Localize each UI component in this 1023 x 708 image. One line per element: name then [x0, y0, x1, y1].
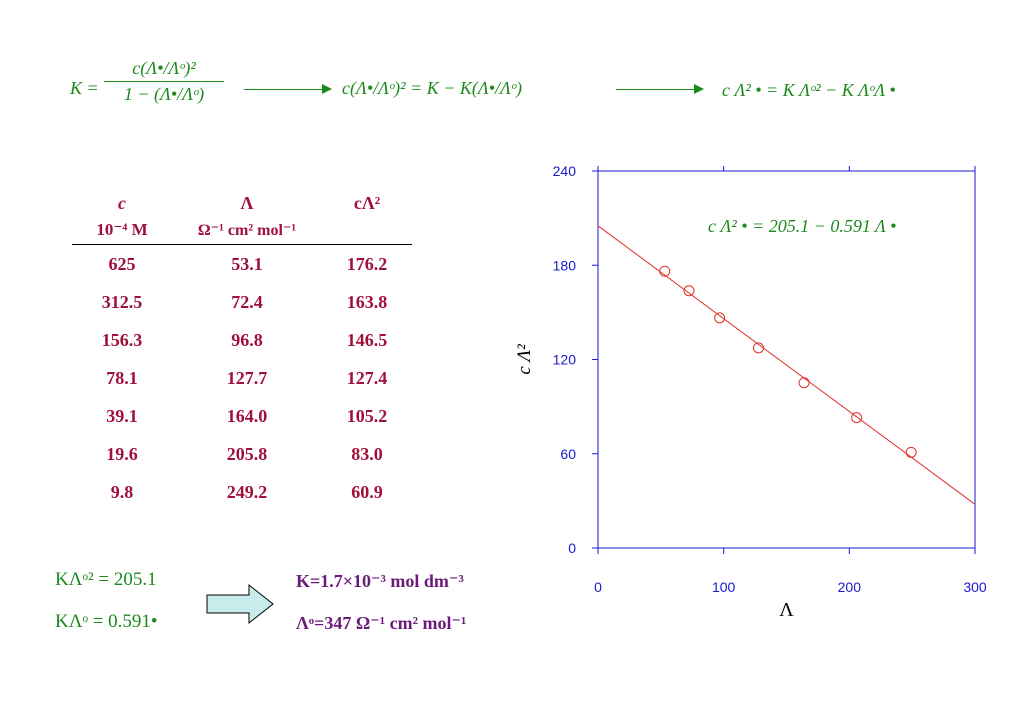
table-header-symbols: c Λ cΛ²	[72, 190, 412, 216]
cell-c-lambda-sq: 146.5	[346, 329, 388, 350]
result-lambda-0: Λᵒ=347 Ω⁻¹ cm² mol⁻¹	[296, 613, 467, 633]
table-header-units: 10⁻⁴ M Ω⁻¹ cm² mol⁻¹	[72, 216, 412, 245]
y-tick-label: 180	[553, 257, 577, 273]
equation-1-denominator: 1 − (Λ•/Λᵒ)	[123, 84, 205, 104]
cell-c: 625	[108, 253, 136, 274]
data-point	[752, 342, 764, 354]
header-c-lambda-sq: cΛ²	[353, 192, 381, 213]
arrow-1-line	[244, 89, 324, 90]
data-point	[905, 446, 917, 458]
table-row: 625 53.1 176.2	[72, 245, 412, 284]
unit-c-lambda-sq	[322, 216, 412, 245]
y-tick-label: 60	[560, 446, 576, 462]
arrow-1-head	[322, 84, 332, 94]
table-row: 78.1 127.7 127.4	[72, 359, 412, 397]
block-arrow-icon	[206, 583, 274, 625]
unit-lambda: Ω⁻¹ cm² mol⁻¹	[197, 222, 297, 239]
table-row: 39.1 164.0 105.2	[72, 397, 412, 435]
cell-lambda: 205.8	[226, 443, 268, 464]
data-point	[798, 377, 810, 389]
equation-1-fraction: c(Λ•/Λᵒ)² 1 − (Λ•/Λᵒ)	[104, 58, 224, 105]
y-tick-label: 240	[553, 163, 577, 179]
equation-3: c Λ² • = K Λᵒ² − K ΛᵒΛ •	[722, 80, 896, 100]
cell-lambda: 127.7	[226, 367, 268, 388]
cell-c-lambda-sq: 60.9	[351, 481, 383, 502]
cell-c: 78.1	[106, 367, 138, 388]
table-row: 19.6 205.8 83.0	[72, 435, 412, 473]
fit-result-2: KΛᵒ = 0.591•	[55, 611, 158, 632]
data-point	[714, 312, 726, 324]
y-tick-label: 120	[553, 352, 577, 368]
equation-1-lhs: K =	[70, 78, 99, 98]
x-tick-label: 300	[963, 579, 987, 595]
y-tick-label: 0	[568, 540, 576, 556]
cell-c: 39.1	[106, 405, 138, 426]
data-point	[851, 412, 863, 424]
x-tick-label: 100	[712, 579, 736, 595]
cell-c: 19.6	[106, 443, 138, 464]
cell-c-lambda-sq: 83.0	[351, 443, 383, 464]
x-axis-label: Λ	[779, 599, 794, 621]
y-axis-label: c Λ²	[514, 344, 535, 375]
arrow-2-head	[694, 84, 704, 94]
cell-c: 9.8	[110, 481, 134, 502]
header-lambda: Λ	[240, 192, 254, 213]
header-c: c	[118, 192, 126, 213]
table-row: 9.8 249.2 60.9	[72, 473, 412, 511]
plot-frame	[597, 170, 976, 549]
x-tick-label: 0	[594, 579, 602, 595]
equation-1-numerator: c(Λ•/Λᵒ)²	[132, 58, 196, 78]
fit-equation-annotation: c Λ² • = 205.1 − 0.591 Λ •	[708, 216, 896, 236]
cell-lambda: 72.4	[231, 291, 263, 312]
fit-line	[597, 225, 976, 505]
data-table: c Λ cΛ² 10⁻⁴ M Ω⁻¹ cm² mol⁻¹ 625 53.1 176.…	[72, 190, 412, 511]
fraction-bar	[104, 81, 224, 82]
fit-result-1: KΛᵒ² = 205.1	[55, 569, 157, 590]
table-row: 312.5 72.4 163.8	[72, 283, 412, 321]
arrow-2-line	[616, 89, 696, 90]
unit-c: 10⁻⁴ M	[96, 220, 148, 239]
cell-c: 312.5	[101, 291, 143, 312]
x-tick-label: 200	[838, 579, 862, 595]
cell-c-lambda-sq: 176.2	[346, 253, 388, 274]
cell-lambda: 164.0	[226, 405, 268, 426]
table-row: 156.3 96.8 146.5	[72, 321, 412, 359]
cell-c-lambda-sq: 163.8	[346, 291, 388, 312]
data-point	[659, 265, 671, 277]
cell-lambda: 53.1	[231, 253, 263, 274]
result-k: K=1.7×10⁻³ mol dm⁻³	[296, 571, 464, 591]
equation-2: c(Λ•/Λᵒ)² = K − K(Λ•/Λᵒ)	[342, 78, 523, 98]
data-point	[683, 285, 695, 297]
cell-lambda: 249.2	[226, 481, 268, 502]
cell-c-lambda-sq: 127.4	[346, 367, 388, 388]
cell-lambda: 96.8	[231, 329, 263, 350]
cell-c-lambda-sq: 105.2	[346, 405, 388, 426]
cell-c: 156.3	[101, 329, 143, 350]
